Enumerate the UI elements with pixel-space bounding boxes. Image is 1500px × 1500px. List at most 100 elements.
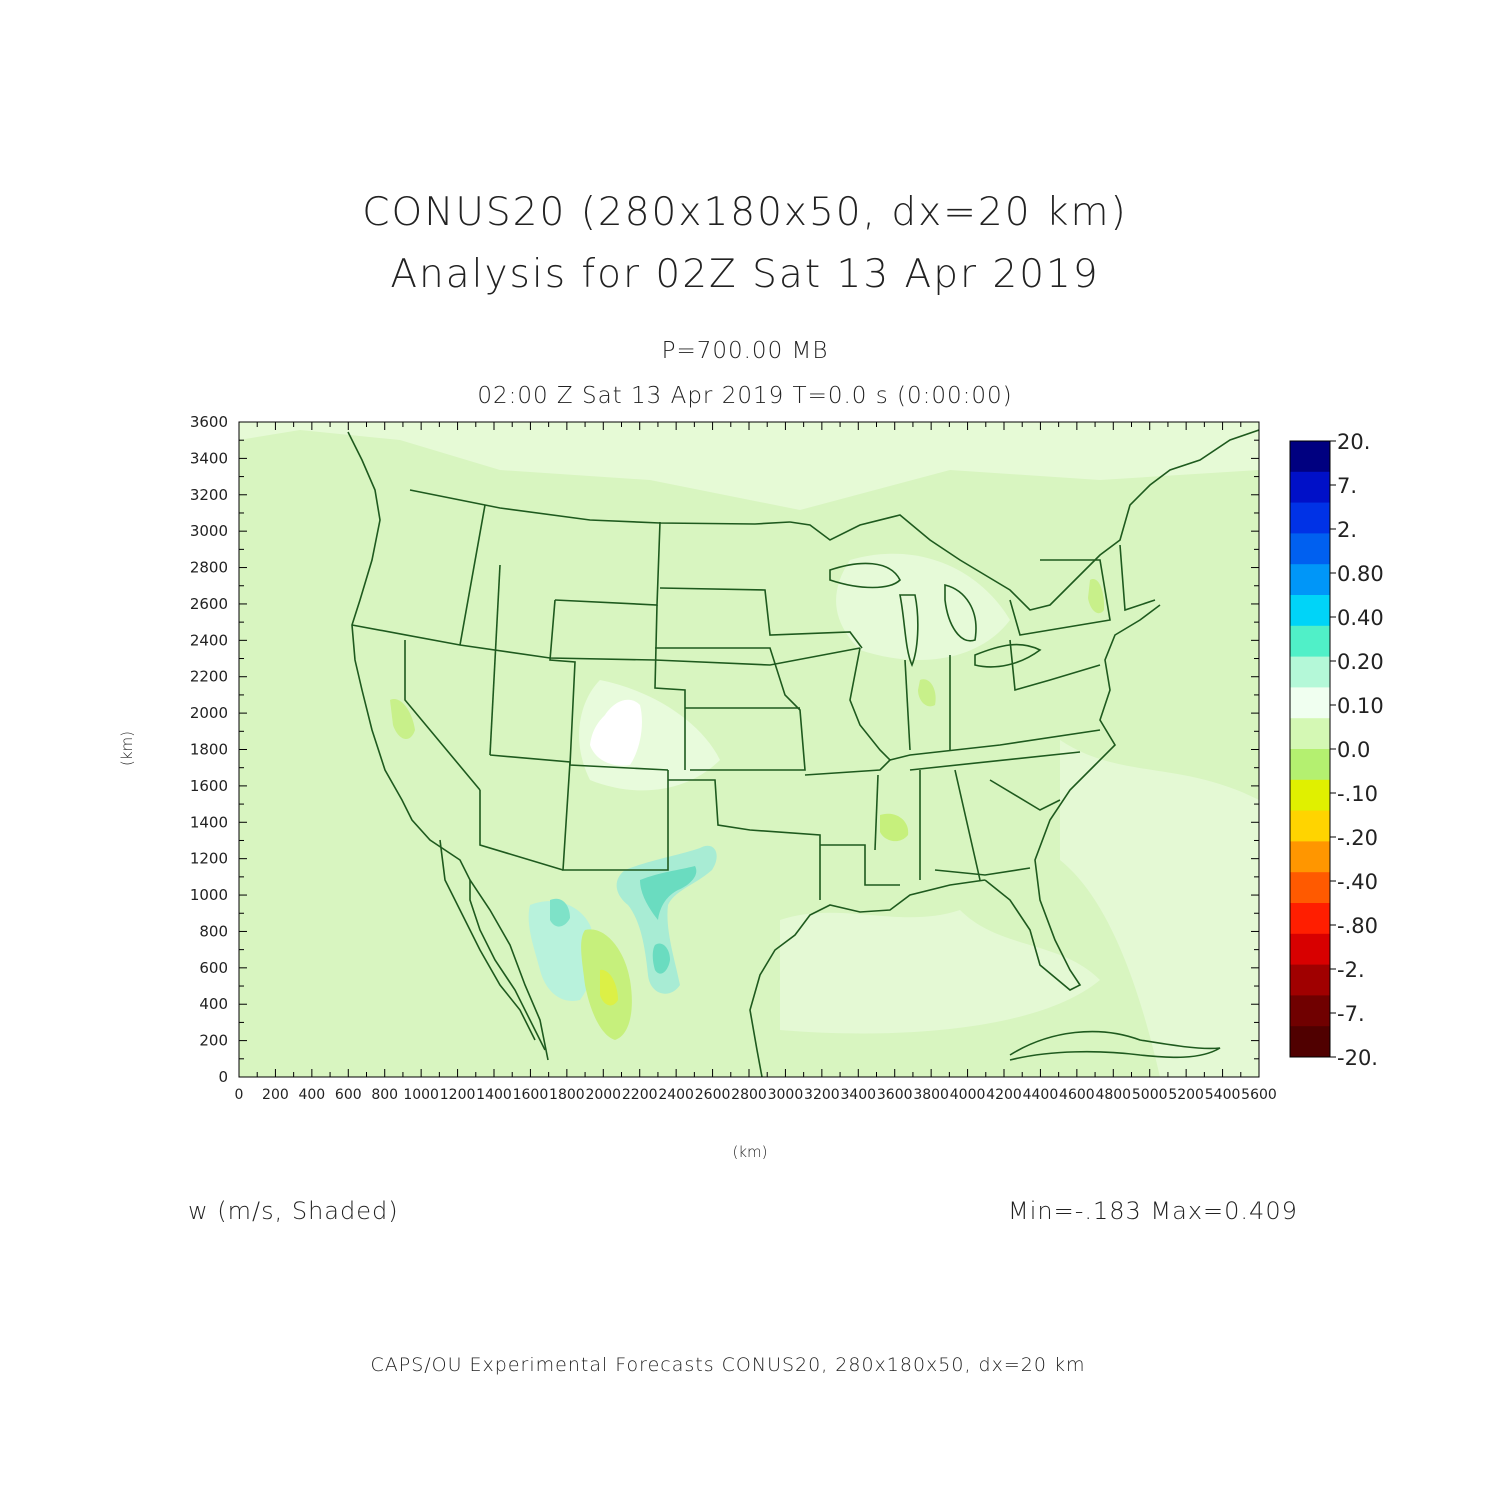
x-tick-label: 5400 (1205, 1087, 1241, 1103)
field-patch-pale (1060, 740, 1259, 1077)
state-line (459, 504, 486, 646)
variable-label: w (m/s, Shaded) (188, 1197, 399, 1225)
coastline (469, 880, 546, 1051)
x-tick-label: 2400 (658, 1087, 694, 1103)
field-patch-cyan (528, 901, 596, 1001)
great-lakes (829, 562, 901, 589)
great-lakes (974, 643, 1042, 668)
valid-time-label: 02:00 Z Sat 13 Apr 2019 T=0.0 s (0:00:00… (477, 383, 1013, 409)
field-patch-yellowgreen (918, 679, 936, 707)
state-line (820, 844, 900, 886)
y-tick-label: 400 (199, 995, 228, 1013)
y-tick-label: 600 (199, 959, 228, 977)
state-line (404, 640, 481, 791)
y-tick-label: 3400 (190, 449, 228, 467)
x-tick-label: 4800 (1095, 1087, 1131, 1103)
state-line (479, 790, 564, 871)
footer-credit: CAPS/OU Experimental Forecasts CONUS20, … (370, 1354, 1086, 1376)
state-line (909, 751, 1081, 771)
colorbar-label: -.20 (1337, 826, 1378, 850)
x-tick-label: 800 (371, 1087, 398, 1103)
field-patch-white (590, 699, 642, 766)
field-patch-cyan (550, 898, 570, 927)
colorbar-swatch (1290, 749, 1330, 781)
x-tick-label: 0 (235, 1087, 244, 1103)
field-patch-yellowgreen (390, 699, 415, 740)
y-tick-label: 3200 (190, 486, 228, 504)
field-patch-yellowgreen (880, 813, 909, 842)
colorbar-swatch (1290, 810, 1330, 842)
x-axis-ticks: 0 200 400 600 800 1000 1200 1400 1600 1800 2000 220… (235, 422, 1277, 1103)
colorbar-label: 0.0 (1337, 738, 1370, 762)
state-line (489, 564, 501, 756)
y-tick-label: 1800 (190, 741, 228, 759)
field-patch-pale (780, 910, 1100, 1034)
coastline (1009, 1030, 1221, 1061)
x-tick-label: 4600 (1059, 1087, 1095, 1103)
x-tick-label: 3800 (913, 1087, 949, 1103)
colorbar-label: -.40 (1337, 870, 1378, 894)
pressure-level-label: P=700.00 MB (661, 338, 829, 364)
coastline (439, 839, 536, 1041)
figure-subtitle: Analysis for 02Z Sat 13 Apr 2019 (390, 252, 1100, 297)
field-patch-cyan (640, 866, 697, 920)
colorbar-swatch (1290, 441, 1330, 473)
figure-title: CONUS20 (280x180x50, dx=20 km) (362, 190, 1128, 235)
colorbar-swatch (1290, 995, 1330, 1027)
x-tick-label: 4000 (950, 1087, 986, 1103)
colorbar-label: 0.10 (1337, 694, 1384, 718)
colorbar-swatch (1290, 718, 1330, 750)
x-tick-label: 1200 (440, 1087, 476, 1103)
state-line (954, 769, 981, 881)
y-tick-label: 1200 (190, 850, 228, 868)
colorbar-swatch (1290, 625, 1330, 658)
coastline (749, 879, 986, 1077)
boundary-lines (347, 429, 1259, 1077)
colorbar-label: 20. (1337, 430, 1370, 454)
great-lakes (899, 594, 919, 668)
state-line (874, 774, 879, 851)
field-patch-cyan (652, 943, 670, 974)
x-tick-label: 1400 (476, 1087, 512, 1103)
y-tick-label: 3600 (190, 413, 228, 431)
x-tick-label: 400 (298, 1087, 325, 1103)
x-tick-label: 3200 (804, 1087, 840, 1103)
x-tick-label: 1000 (403, 1087, 439, 1103)
field-patch-pale (239, 422, 1259, 510)
state-line (549, 599, 669, 771)
colorbar-swatch (1290, 872, 1330, 904)
state-line (351, 624, 861, 666)
colorbar-label: 2. (1337, 518, 1357, 542)
colorbar-label: 7. (1337, 474, 1357, 498)
colorbar-swatch (1290, 533, 1330, 565)
state-line (1119, 544, 1156, 612)
y-tick-label: 1600 (190, 777, 228, 795)
x-tick-label: 5600 (1241, 1087, 1277, 1103)
x-tick-label: 2800 (731, 1087, 767, 1103)
min-max-label: Min=-.183 Max=0.409 (1008, 1197, 1298, 1225)
colorbar-label: 0.80 (1337, 562, 1384, 586)
colorbar-swatch (1290, 1026, 1330, 1058)
y-tick-label: 2600 (190, 595, 228, 613)
x-tick-label: 2600 (695, 1087, 731, 1103)
y-axis-ticks: 0 200 400 600 800 1000 1200 1400 1600 1800 2000 220… (190, 413, 1259, 1086)
state-line (934, 867, 1031, 876)
state-line (989, 779, 1061, 811)
y-tick-label: 2200 (190, 668, 228, 686)
y-tick-label: 200 (199, 1032, 228, 1050)
field-patch-yellowgreen (600, 969, 618, 1006)
colorbar-label: -2. (1337, 958, 1365, 982)
colorbar-swatch (1290, 595, 1330, 627)
colorbar-swatch (1290, 656, 1330, 688)
coastline (347, 431, 549, 1061)
field-patch-pale (836, 553, 1010, 660)
x-tick-label: 1600 (513, 1087, 549, 1103)
x-tick-label: 1800 (549, 1087, 585, 1103)
x-axis-label: (km) (732, 1143, 768, 1161)
colorbar-label: -20. (1337, 1046, 1378, 1070)
state-line (668, 779, 821, 900)
colorbar-swatch (1290, 841, 1330, 873)
x-tick-label: 600 (335, 1087, 362, 1103)
y-tick-label: 2000 (190, 704, 228, 722)
